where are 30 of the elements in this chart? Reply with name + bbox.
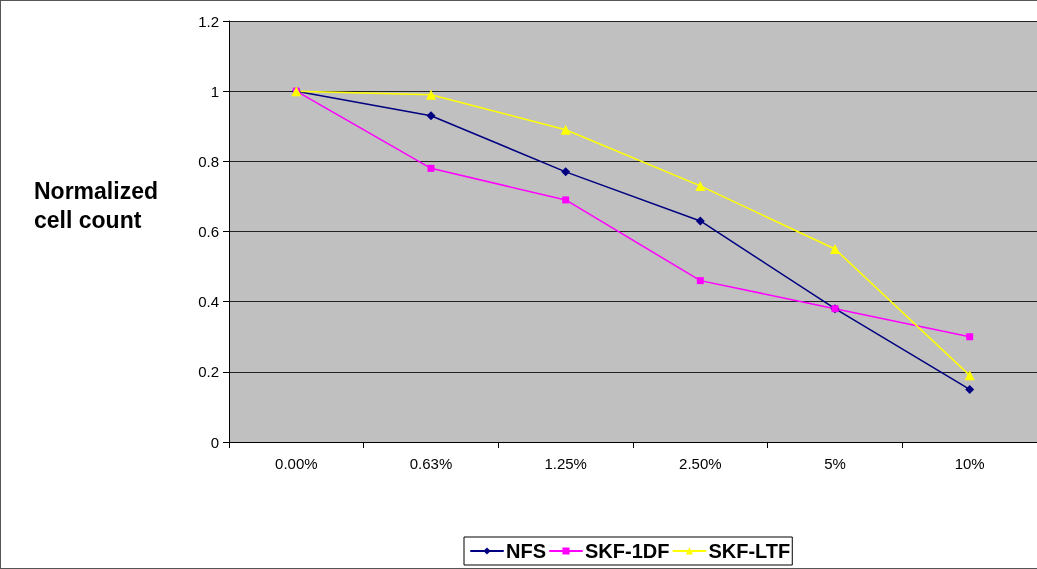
x-tick-label: 0.00% — [275, 455, 318, 472]
point — [965, 384, 975, 394]
point — [964, 370, 975, 381]
y-tick-label: 0.2 — [198, 363, 219, 381]
legend-label: SKF-LTF — [708, 540, 791, 562]
x-tick-label: 10% — [954, 455, 985, 472]
y-tick-label: 0 — [210, 433, 219, 451]
point — [695, 180, 706, 191]
point — [562, 196, 570, 204]
point — [427, 164, 435, 172]
point — [695, 216, 705, 226]
y-tick-label: 0.8 — [198, 152, 219, 170]
point — [426, 89, 436, 100]
y-tick-label: 0.4 — [198, 293, 219, 311]
x-tick-label: 0.63% — [409, 455, 453, 472]
y-tick-label: 1.2 — [198, 12, 219, 30]
point — [561, 167, 571, 177]
point — [560, 124, 571, 135]
x-tick-label: 2.50% — [679, 455, 722, 472]
y-axis-title: Normalized cell count — [34, 177, 165, 233]
point — [966, 333, 974, 341]
y-tick-label: 1 — [210, 82, 219, 100]
legend-label: NFS — [506, 540, 546, 562]
point — [830, 244, 840, 255]
legend-label: SKF-1DF — [585, 540, 670, 562]
point — [696, 277, 704, 285]
point — [426, 111, 436, 121]
y-tick-label: 0.6 — [198, 223, 219, 240]
x-tick-label: 5% — [824, 455, 846, 472]
x-tick-label: 1.25% — [544, 455, 587, 472]
